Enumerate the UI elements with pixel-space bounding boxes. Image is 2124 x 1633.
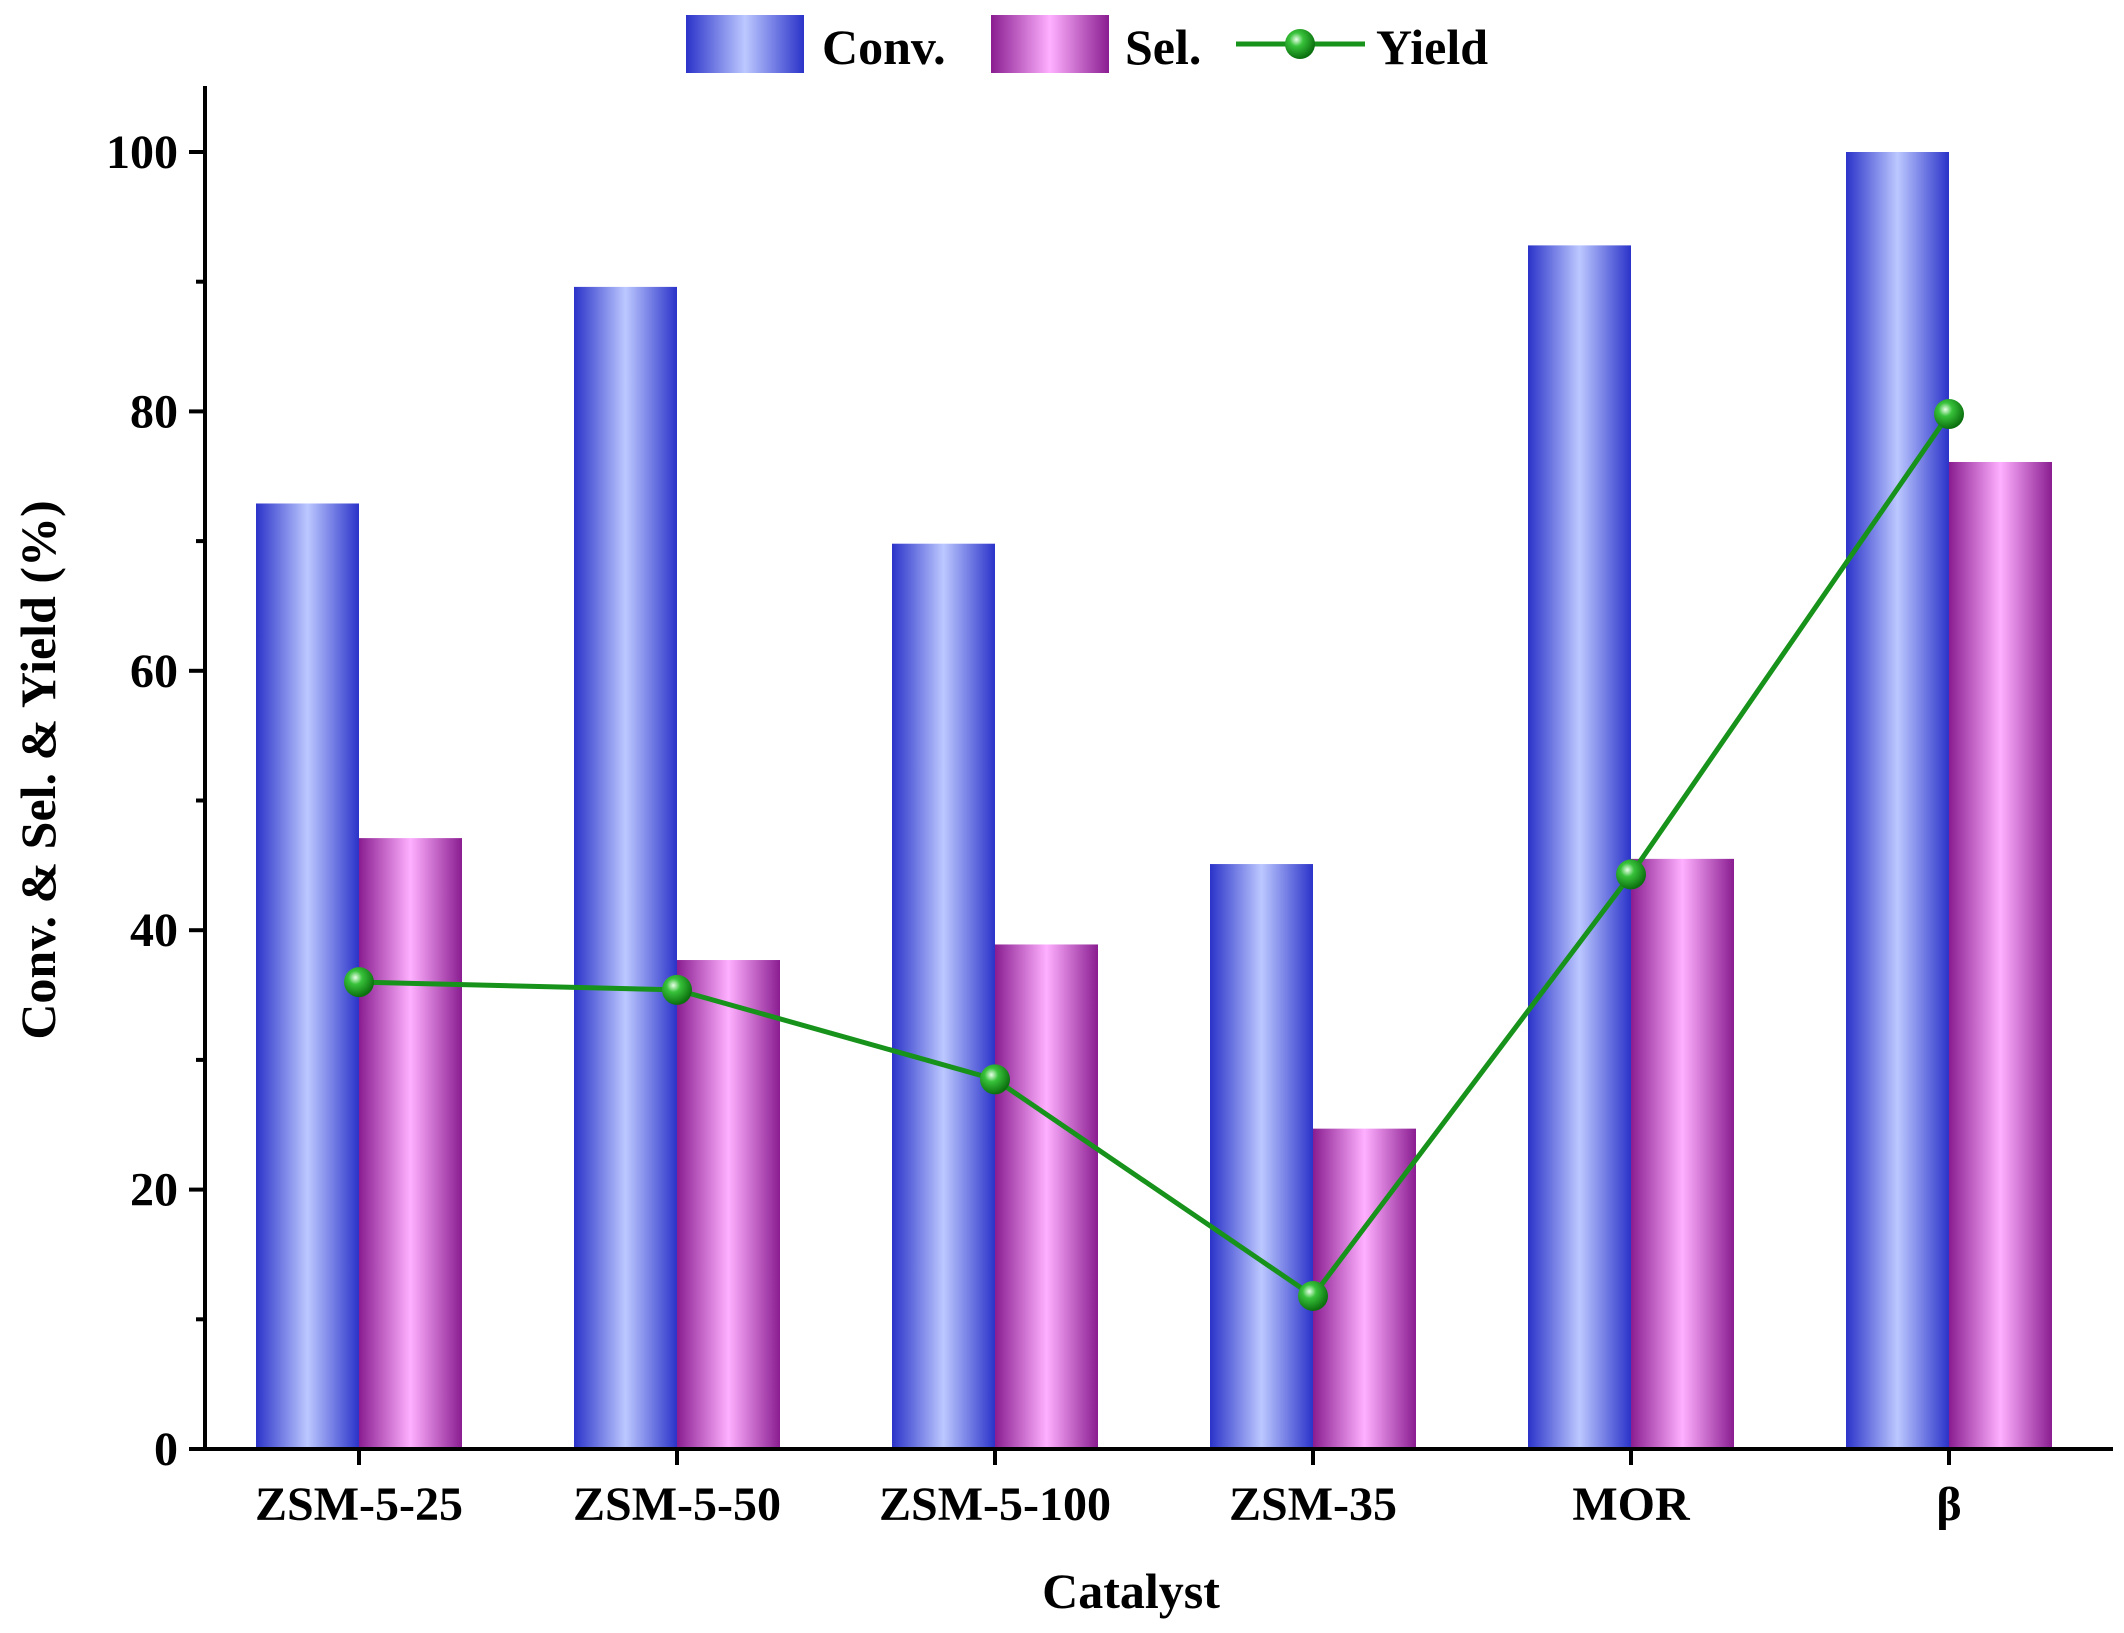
bar-sel <box>677 960 780 1449</box>
bar-sel <box>995 944 1098 1449</box>
bar-conv <box>1210 864 1313 1449</box>
bar-conv <box>1846 152 1949 1449</box>
x-tick-label: ZSM-5-100 <box>879 1478 1111 1531</box>
bar-sel <box>1631 858 1734 1449</box>
point-yield <box>1934 398 1964 429</box>
point-yield <box>1616 859 1646 890</box>
point-yield <box>1298 1280 1328 1311</box>
legend-swatch-sel <box>991 15 1109 73</box>
point-yield <box>980 1064 1010 1095</box>
y-tick-label: 60 <box>130 645 178 698</box>
plot-area <box>203 86 2113 1451</box>
y-axis-title: Conv. & Sel. & Yield (%) <box>10 500 66 1039</box>
x-axis-ticks: ZSM-5-25 ZSM-5-50 ZSM-5-100 ZSM-35 MOR β <box>255 1449 1962 1531</box>
series-line-yield <box>358 412 1952 1299</box>
x-tick-label: MOR <box>1572 1478 1691 1531</box>
y-tick-label: 100 <box>106 126 178 179</box>
x-tick-label: ZSM-35 <box>1229 1478 1397 1531</box>
y-axis-ticks: 0 20 40 60 80 100 <box>106 126 205 1476</box>
y-tick-label: 80 <box>130 385 178 438</box>
bar-sel <box>359 838 462 1449</box>
x-tick-label: ZSM-5-50 <box>573 1478 781 1531</box>
point-yield <box>344 967 374 998</box>
legend-marker-yield <box>1285 29 1315 59</box>
point-yield <box>662 974 692 1005</box>
x-tick-label: β <box>1936 1478 1961 1531</box>
legend-swatch-conv <box>686 15 804 73</box>
x-axis-title: Catalyst <box>1042 1563 1220 1619</box>
y-tick-label: 0 <box>154 1423 178 1476</box>
legend-label-conv: Conv. <box>822 19 946 75</box>
legend: Conv. Sel. Yield <box>686 15 1488 75</box>
y-tick-label: 40 <box>130 904 178 957</box>
bar-conv <box>892 543 995 1449</box>
bar-conv <box>256 503 359 1449</box>
legend-label-yield: Yield <box>1376 19 1488 75</box>
x-tick-label: ZSM-5-25 <box>255 1478 463 1531</box>
bar-conv <box>574 286 677 1450</box>
legend-label-sel: Sel. <box>1125 19 1201 75</box>
bar-sel <box>1949 461 2052 1449</box>
y-tick-label: 20 <box>130 1164 178 1217</box>
bar-conv <box>1528 245 1631 1449</box>
